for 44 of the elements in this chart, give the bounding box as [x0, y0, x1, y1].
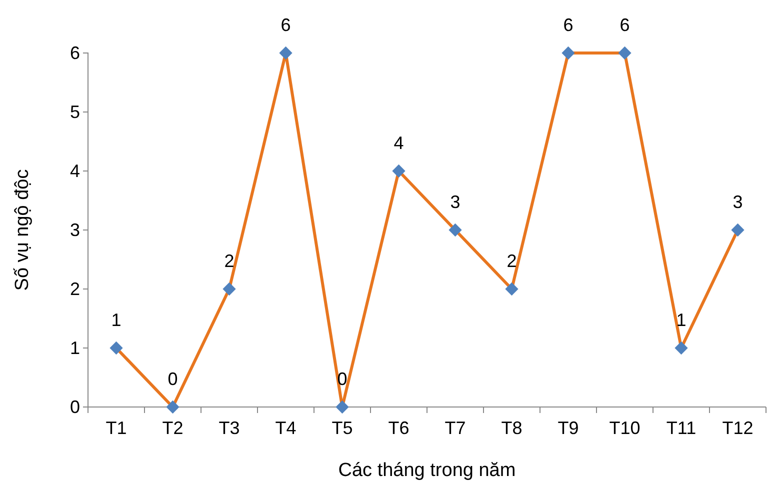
data-label: 2	[224, 251, 234, 271]
data-label: 0	[168, 369, 178, 389]
x-tick-label: T5	[332, 418, 353, 438]
point	[674, 341, 688, 355]
point	[279, 46, 292, 60]
x-tick-label: T6	[388, 418, 410, 438]
x-tick-label: T3	[218, 418, 240, 438]
data-label: 1	[111, 310, 122, 330]
x-tick-label: T2	[162, 418, 184, 438]
x-axis-title: Các tháng trong năm	[338, 460, 516, 481]
x-tick-label: T9	[558, 418, 579, 438]
data-label: 3	[732, 192, 743, 212]
point	[448, 223, 462, 237]
point	[166, 400, 180, 414]
data-label: 4	[394, 133, 404, 153]
point	[562, 46, 575, 60]
y-tick-label: 0	[70, 396, 80, 417]
point	[222, 282, 236, 296]
x-tick-label: T11	[666, 418, 696, 438]
data-label: 6	[620, 15, 630, 35]
x-tick-label: T4	[275, 418, 296, 438]
point	[392, 164, 406, 178]
y-tick-label: 3	[70, 220, 80, 240]
y-tick-label: 1	[70, 338, 80, 358]
point	[110, 341, 123, 355]
x-tick-label: T1	[106, 418, 127, 438]
y-tick-label: 6	[70, 42, 80, 63]
data-label: 6	[280, 15, 291, 35]
data-label: 3	[450, 192, 460, 212]
point	[618, 46, 632, 60]
data-label: 1	[676, 310, 686, 330]
x-tick-label: T8	[501, 418, 522, 438]
data-label: 6	[563, 15, 574, 35]
point	[336, 400, 349, 414]
x-tick-label: T10	[609, 418, 640, 438]
y-tick-label: 4	[70, 160, 80, 181]
data-label: 2	[506, 251, 517, 271]
x-tick-label: T7	[444, 418, 466, 438]
y-tick-label: 5	[70, 102, 80, 122]
y-axis-title: Số vụ ngộ độc	[12, 169, 33, 291]
x-tick-label: T12	[722, 418, 754, 438]
y-tick-label: 2	[70, 278, 80, 299]
point	[731, 223, 744, 237]
point	[505, 282, 518, 296]
